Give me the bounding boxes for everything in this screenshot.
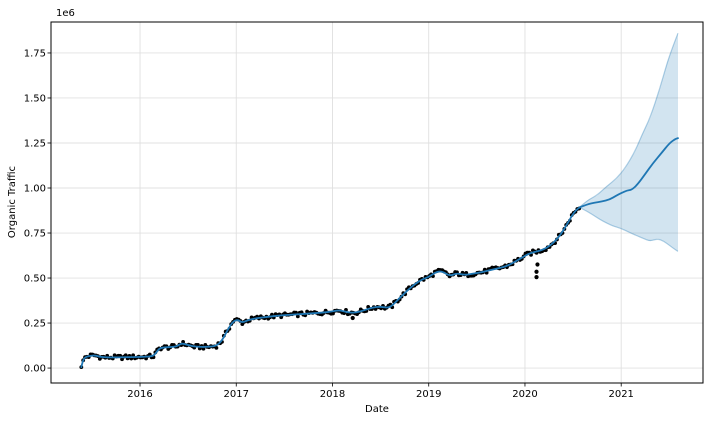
y-axis-label: Organic Traffic — [7, 166, 18, 238]
y-tick-label: 0.50 — [24, 274, 46, 285]
y-tick-label: 1.00 — [24, 184, 46, 195]
confidence-band-upper-edge — [579, 32, 679, 208]
data-point — [123, 353, 128, 358]
y-axis-scale-offset-label: 1e6 — [56, 8, 75, 19]
data-point — [214, 346, 219, 350]
y-tick-label: 1.75 — [24, 48, 46, 59]
confidence-band-fill — [579, 33, 678, 252]
observed-fit-line — [80, 206, 581, 369]
y-tick-label: 0.00 — [24, 364, 46, 375]
forecast-line — [578, 137, 679, 209]
y-axis-tick-labels: 0.00 0.25 0.50 0.75 1.00 1.25 1.50 1.75 — [24, 48, 46, 374]
outlier-data-point — [350, 315, 355, 321]
outlier-data-point — [535, 262, 540, 267]
x-tick-label: 2021 — [608, 389, 633, 400]
y-tick-label: 1.50 — [24, 93, 46, 104]
gridlines — [51, 22, 703, 383]
x-axis-tick-labels: 2016 2017 2018 2019 2020 2021 — [127, 389, 634, 400]
observed-scatter-points — [79, 206, 582, 370]
x-axis-label: Date — [365, 404, 389, 415]
data-point — [331, 311, 335, 316]
x-tick-label: 2016 — [127, 389, 152, 400]
outlier-data-point — [534, 269, 539, 274]
x-tick-label: 2020 — [512, 389, 537, 400]
y-tick-label: 0.75 — [24, 229, 46, 240]
forecast-confidence-band — [579, 32, 679, 252]
outlier-data-point — [534, 275, 539, 280]
axis-tick-marks — [47, 52, 622, 387]
x-tick-label: 2018 — [320, 389, 345, 400]
x-tick-label: 2017 — [224, 389, 249, 400]
y-tick-label: 0.25 — [24, 319, 46, 330]
plot-border — [50, 21, 704, 384]
series-lines — [80, 137, 679, 369]
x-tick-label: 2019 — [416, 389, 441, 400]
data-point — [295, 314, 300, 319]
y-tick-label: 1.25 — [24, 138, 46, 149]
confidence-band-lower-edge — [579, 207, 679, 252]
